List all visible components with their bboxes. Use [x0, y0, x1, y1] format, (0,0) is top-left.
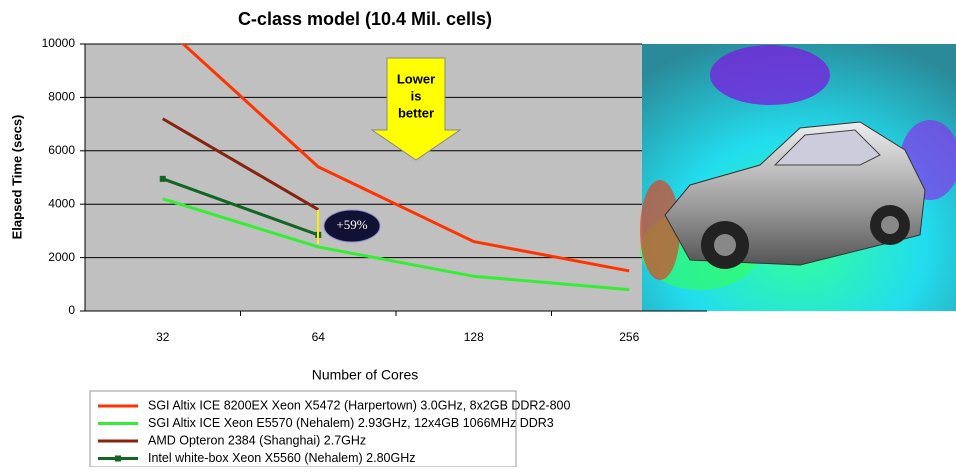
- legend-label: AMD Opteron 2384 (Shanghai) 2.7GHz: [148, 433, 366, 447]
- legend-label: SGI Altix ICE 8200EX Xeon X5472 (Harpert…: [148, 398, 570, 412]
- x-tick-label: 32: [156, 330, 170, 344]
- chart: C-class model (10.4 Mil. cells) Elapsed …: [0, 0, 956, 467]
- legend-label: SGI Altix ICE Xeon E5570 (Nehalem) 2.93G…: [148, 416, 554, 430]
- y-tick-label: 4000: [48, 196, 75, 210]
- page: {"chart_data": {"type": "line", "title":…: [0, 0, 956, 467]
- y-tick-label: 10000: [42, 36, 76, 50]
- y-axis-label: Elapsed Time (secs): [9, 115, 24, 240]
- annotation: +59%: [336, 217, 367, 232]
- annotation: better: [398, 105, 434, 120]
- plot-area: [85, 44, 642, 311]
- y-tick-label: 2000: [48, 250, 75, 264]
- y-tick-label: 6000: [48, 143, 75, 157]
- annotation: is: [411, 88, 422, 103]
- x-tick-label: 128: [464, 330, 484, 344]
- car-image: [640, 44, 956, 311]
- point-marker: [160, 176, 166, 182]
- legend-marker: [115, 456, 121, 462]
- x-tick-label: 256: [619, 330, 639, 344]
- chart-title: C-class model (10.4 Mil. cells): [238, 9, 492, 29]
- y-tick-label: 0: [68, 303, 75, 317]
- legend-label: Intel white-box Xeon X5560 (Nehalem) 2.8…: [148, 451, 416, 465]
- y-tick-label: 8000: [48, 90, 75, 104]
- annotation: Lower: [397, 71, 435, 86]
- x-tick-label: 64: [312, 330, 326, 344]
- x-axis-label: Number of Cores: [312, 367, 419, 383]
